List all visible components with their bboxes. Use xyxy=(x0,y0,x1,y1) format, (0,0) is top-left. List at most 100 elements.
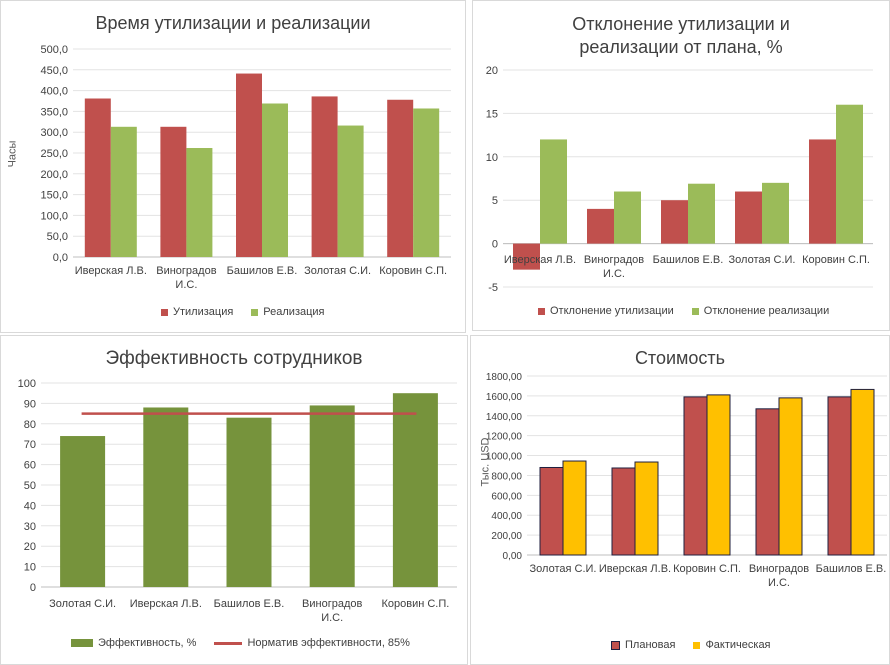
y-tick-label: 20 xyxy=(24,541,36,553)
bar xyxy=(143,407,189,587)
x-tick-label: Коровин С.П. xyxy=(673,563,741,575)
y-tick-label: 60 xyxy=(24,460,36,472)
y-tick-label: 200,00 xyxy=(491,531,522,542)
chart-title: Стоимость xyxy=(634,348,726,368)
y-tick-label: 100 xyxy=(18,378,36,390)
deviation-chart-plot: -5 0 5 10 15 20 Иверская Л.В. Виноградов И.С. Баш… xyxy=(486,65,873,294)
bar xyxy=(778,397,803,556)
bar xyxy=(661,200,688,244)
bar xyxy=(706,394,731,556)
legend-item-utilization-deviation: Отклонение утилизации xyxy=(538,305,674,317)
x-tick-label: Золотая С.И. xyxy=(729,254,796,266)
x-tick-label: Коровин С.П. xyxy=(379,265,447,277)
time-chart-plot: 0,0 50,0 100,0 150,0 200,0 250,0 300,0 350,0 400… xyxy=(40,44,451,291)
x-tick-label: Коровин С.П. xyxy=(802,254,870,266)
y-tick-label: 10 xyxy=(486,152,498,164)
x-tick-label: Башилов Е.В. xyxy=(214,598,285,610)
y-tick-label: 0 xyxy=(492,239,498,251)
x-tick-label: Виноградов xyxy=(584,254,644,266)
bar xyxy=(850,388,875,556)
x-tick-label: И.С. xyxy=(603,268,625,280)
legend-label: Отклонение реализации xyxy=(703,305,830,317)
chart-title: Отклонение утилизации и реализации от пл… xyxy=(473,13,889,59)
bar xyxy=(562,460,587,556)
bar xyxy=(311,96,338,257)
bar xyxy=(762,182,789,244)
y-tick-label: 30 xyxy=(24,521,36,533)
bar xyxy=(236,73,262,257)
bar xyxy=(827,396,852,556)
y-tick-label: 600,00 xyxy=(491,491,522,502)
y-tick-label: 1000,00 xyxy=(486,452,523,463)
chart-legend: Плановая Фактическая xyxy=(611,639,771,651)
bar xyxy=(262,103,288,257)
legend-label: Реализация xyxy=(263,306,325,318)
bar xyxy=(735,191,762,244)
y-tick-label: 400,00 xyxy=(491,511,522,522)
legend-item-realization: Реализация xyxy=(251,306,325,318)
y-tick-label: 300,0 xyxy=(40,127,68,139)
legend-item-utilization: Утилизация xyxy=(161,306,233,318)
bar xyxy=(683,396,708,556)
chart-title-line: реализации от плана, % xyxy=(579,37,783,57)
legend-label: Отклонение утилизации xyxy=(550,305,674,317)
bar xyxy=(110,126,137,258)
chart-title-line: Отклонение утилизации и xyxy=(572,14,790,34)
time-chart-panel: Время утилизации и реализации Часы 0,0 50… xyxy=(0,0,466,333)
y-tick-label: 1400,00 xyxy=(486,412,523,423)
bar xyxy=(587,208,614,244)
y-tick-label: 250,0 xyxy=(40,148,68,160)
y-tick-label: 5 xyxy=(492,195,498,207)
bar xyxy=(688,183,715,244)
y-tick-label: 350,0 xyxy=(40,106,68,118)
bar xyxy=(226,417,272,587)
legend-item-planned: Плановая xyxy=(611,639,675,651)
x-tick-label: Виноградов xyxy=(156,265,216,277)
x-tick-label: Виноградов xyxy=(302,598,362,610)
legend-label: Эффективность, % xyxy=(98,637,197,649)
chart-title: Время утилизации и реализации xyxy=(95,13,371,33)
y-tick-label: 0 xyxy=(30,582,36,594)
y-tick-label: 500,0 xyxy=(40,44,68,56)
y-tick-label: 1200,00 xyxy=(486,432,523,443)
bar xyxy=(513,243,540,270)
legend-swatch xyxy=(161,308,168,316)
deviation-chart-panel: Отклонение утилизации и реализации от пл… xyxy=(472,0,890,331)
y-tick-label: 70 xyxy=(24,439,36,451)
legend-swatch xyxy=(251,308,259,316)
bar xyxy=(387,99,414,257)
legend-label: Норматив эффективности, 85% xyxy=(247,637,410,649)
y-tick-label: 40 xyxy=(24,500,36,512)
legend-swatch xyxy=(71,639,93,647)
y-tick-label: 150,0 xyxy=(40,190,68,202)
y-tick-label: 80 xyxy=(24,419,36,431)
legend-item-actual: Фактическая xyxy=(693,639,771,651)
bar xyxy=(392,393,438,587)
bar xyxy=(540,139,567,244)
legend-label: Фактическая xyxy=(705,639,771,651)
chart-legend: Эффективность, % Норматив эффективности,… xyxy=(71,637,410,649)
bar xyxy=(614,191,641,244)
legend-swatch xyxy=(691,307,699,315)
efficiency-chart-panel: Эффективность сотрудников 0 10 20 30 40 50 60 7… xyxy=(0,335,468,665)
chart-title: Эффективность сотрудников xyxy=(105,348,363,369)
x-tick-label: И.С. xyxy=(321,612,343,624)
x-tick-label: Золотая С.И. xyxy=(49,598,116,610)
x-tick-label: Башилов Е.В. xyxy=(816,563,887,575)
y-tick-label: 200,0 xyxy=(40,169,68,181)
bar xyxy=(309,405,355,587)
y-tick-label: 400,0 xyxy=(40,86,68,98)
x-tick-label: Башилов Е.В. xyxy=(227,265,298,277)
x-tick-label: Коровин С.П. xyxy=(381,598,449,610)
bar xyxy=(809,139,836,244)
y-tick-label: 1600,00 xyxy=(486,392,523,403)
y-tick-label: 1800,00 xyxy=(486,372,523,383)
cost-chart-panel: Стоимость Тыс. USD 0,00 200,00 400,00 600,0… xyxy=(470,335,890,665)
bar xyxy=(836,104,863,244)
chart-legend: Утилизация Реализация xyxy=(161,306,325,318)
bar xyxy=(755,408,780,556)
y-tick-label: 15 xyxy=(486,108,498,120)
y-tick-label: 10 xyxy=(24,562,36,574)
legend-item-efficiency: Эффективность, % xyxy=(71,637,196,649)
x-tick-label: Виноградов xyxy=(749,563,809,575)
